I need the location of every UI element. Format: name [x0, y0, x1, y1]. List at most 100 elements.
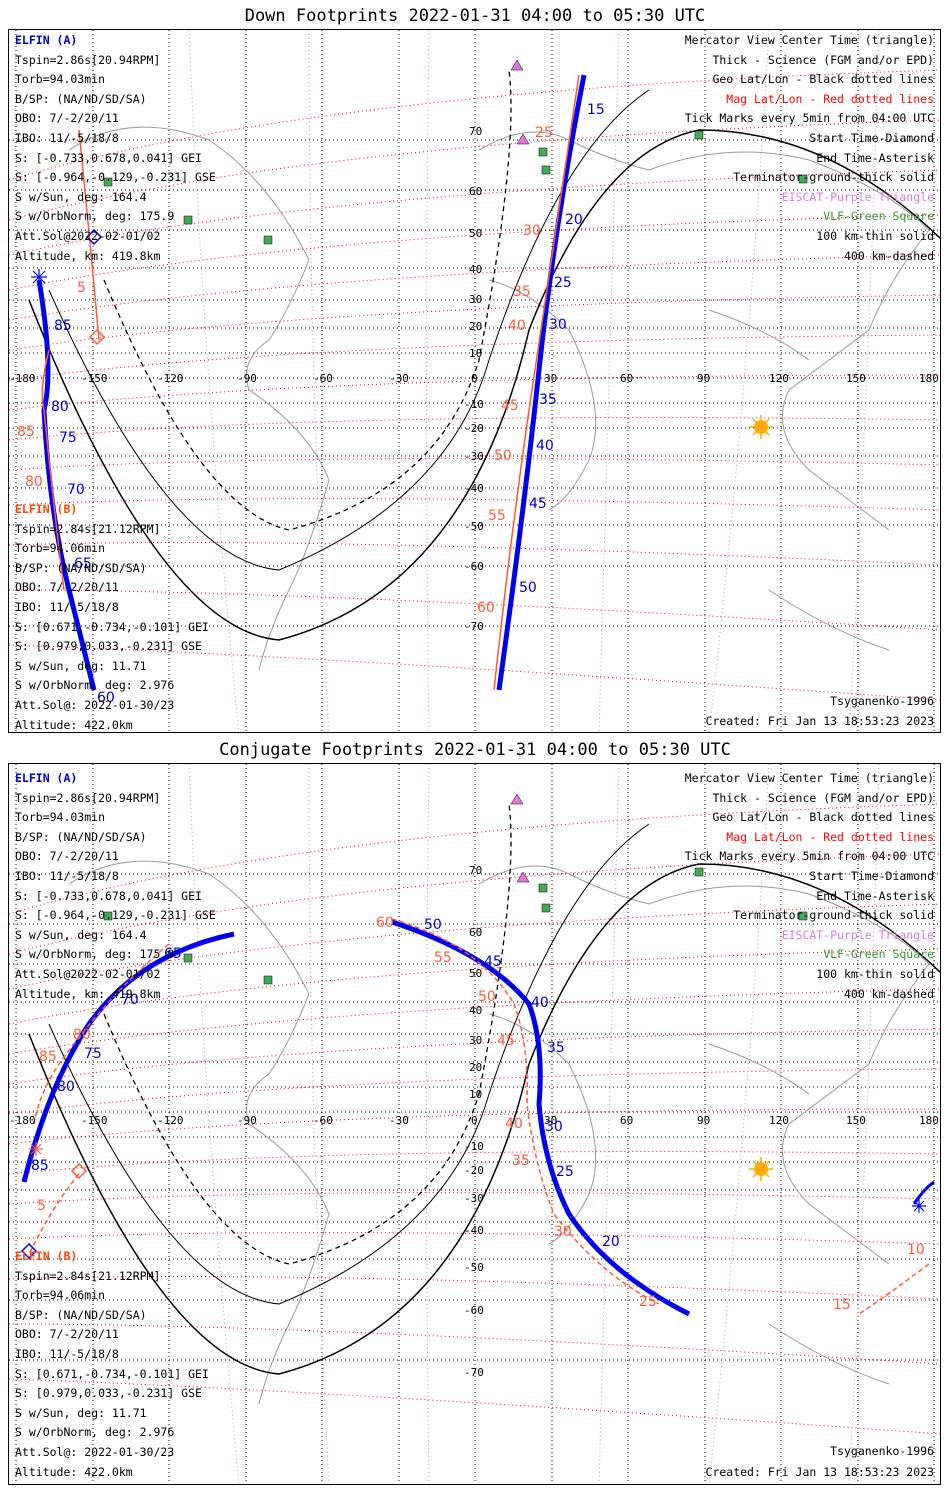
trace-tick: 55	[488, 508, 506, 524]
info-line: Att.Sol@2022-02-01/02	[15, 228, 161, 243]
trace-tick: 25	[556, 1164, 574, 1180]
lat-tick: 60	[469, 185, 482, 198]
info-line: S w/Sun, deg: 11.71	[15, 658, 147, 673]
info-line: Torb=94.06min	[15, 1288, 106, 1303]
legend-item: VLF-Green Square	[823, 209, 934, 224]
lon-tick: -120	[157, 1114, 184, 1127]
info-line: S: [0.671,-0.734,-0.101] GEI	[15, 619, 209, 634]
panel-1-terminator	[28, 129, 940, 641]
trace-tick: 85	[31, 1158, 49, 1174]
lon-tick: -60	[313, 372, 333, 385]
trace-tick: 80	[25, 474, 43, 490]
trace-tick: 35	[513, 284, 531, 300]
panel-1-400km-line	[103, 69, 512, 531]
info-line: Torb=94.03min	[15, 72, 106, 87]
info-line: IBO: 11/-5/18/8	[15, 599, 119, 614]
panel-2-map[interactable]: -180 -150 -120 -90 -60 -30 0 30 60 90 12…	[8, 763, 941, 1485]
lat-tick: 50	[469, 227, 482, 240]
panel-1-end-asterisk	[31, 269, 47, 285]
legend-item: Tick Marks every 5min from 04:00 UTC	[684, 849, 934, 864]
panel-1-blue-ticks: 15 20 25 30 35 40 45 50 60 85 80 75 70 6…	[51, 102, 605, 706]
lat-tick: -50	[464, 520, 484, 533]
panel-1-orange-ticks: 25 30 35 40 45 50 55 60 85 80 5	[17, 125, 553, 616]
lon-tick: -60	[313, 1114, 333, 1127]
trace-tick: 70	[121, 992, 139, 1008]
panel-1-lon-axis: -180 -150 -120 -90 -60 -30 0 30 60 90 12…	[9, 372, 939, 385]
trace-tick: 30	[523, 223, 541, 239]
trace-tick: 20	[602, 1234, 620, 1250]
info-line: S w/OrbNorm, deg: 2.976	[15, 678, 175, 693]
panel-1-coastlines	[68, 126, 930, 671]
panel-2-lat-axis: 70 60 50 40 30 20 10 -10 -20 -30 -40 -50…	[464, 864, 484, 1379]
legend-item: Mag Lat/Lon - Red dotted lines	[726, 91, 934, 106]
panel-1-legend: Mercator View Center Time (triangle) Thi…	[685, 31, 934, 266]
trace-tick: 50	[519, 580, 537, 596]
trace-tick: 75	[59, 430, 77, 446]
info-line: Altitude: 422.0km	[15, 1464, 133, 1479]
lon-tick: -120	[157, 372, 184, 385]
trace-tick: 45	[497, 1033, 515, 1049]
elfin-a-label: ELFIN (A)	[15, 33, 78, 47]
panel-2-coastlines	[68, 860, 930, 1405]
info-line: S: [-0.733,0.678,0.041] GEI	[15, 150, 202, 165]
lat-tick: 70	[469, 864, 482, 877]
panel-2-eiscat-triangle	[516, 871, 530, 883]
info-line: Att.Sol@: 2022-01-30/23	[15, 1444, 175, 1459]
elfin-a-label: ELFIN (A)	[15, 771, 78, 785]
info-line: S: [0.979,0.033,-0.231] GSE	[15, 639, 202, 654]
lat-tick: -10	[464, 398, 484, 411]
panel-2-mag-meridians	[188, 764, 880, 1484]
panel-2-title: Conjugate Footprints 2022-01-31 04:00 to…	[219, 740, 731, 760]
lat-tick: 40	[469, 1004, 482, 1017]
lat-tick: 20	[469, 320, 482, 333]
info-line: S w/OrbNorm, deg: 175.9	[15, 947, 175, 962]
lon-tick: -90	[237, 372, 257, 385]
info-line: Tspin=2.84s[21.12RPM]	[15, 1268, 161, 1283]
panel-1-map[interactable]: -180 -150 -120 -90 -60 -30 0 30 60 90 12…	[8, 29, 941, 733]
panel-1-elfin-a-track-west	[36, 279, 97, 691]
panel-2-vlf-squares	[103, 867, 808, 985]
info-line: S: [0.671,-0.734,-0.101] GEI	[15, 1366, 209, 1381]
panel-2-mag-grid	[9, 803, 940, 1435]
trace-tick: 50	[424, 917, 442, 933]
info-line: IBO: 11/-5/18/8	[15, 868, 119, 883]
panel-1-model: Tsyganenko-1996	[830, 694, 934, 708]
legend-item: Tick Marks every 5min from 04:00 UTC	[684, 111, 934, 126]
lat-tick: -40	[464, 482, 484, 495]
panel-1-created: Created: Fri Jan 13 18:53:23 2023	[705, 714, 934, 728]
lat-tick: 20	[469, 1061, 482, 1074]
panel-2-400km-line	[103, 803, 512, 1265]
lon-tick: -180	[9, 372, 36, 385]
panel-1-vlf-squares	[103, 130, 808, 245]
panel-1-mag-grid	[9, 69, 940, 701]
legend-item: Mag Lat/Lon - Red dotted lines	[726, 829, 934, 844]
panel-2-geo-grid	[9, 764, 940, 1484]
lon-tick: 120	[769, 1114, 789, 1127]
trace-tick: 85	[39, 1049, 57, 1065]
elfin-b-label: ELFIN (B)	[15, 1249, 78, 1263]
legend-item: Geo Lat/Lon - Black dotted lines	[712, 810, 934, 825]
info-line: Torb=94.06min	[15, 541, 106, 556]
panel-2-elfin-a-track-east	[391, 919, 691, 1317]
legend-item: Mercator View Center Time (triangle)	[684, 33, 934, 47]
info-line: IBO: 11/-5/18/8	[15, 1346, 119, 1361]
panel-2-elfin-a-track-far-east	[912, 1180, 935, 1205]
panel-2-elfin-b-info: ELFIN (B) Tspin=2.84s[21.12RPM] Torb=94.…	[15, 1247, 209, 1482]
trace-tick: 20	[565, 212, 583, 228]
panel-1-start-diamond	[85, 228, 103, 246]
lon-tick: 0	[471, 1114, 478, 1127]
info-line: Tspin=2.84s[21.12RPM]	[15, 521, 161, 536]
lat-tick: -10	[464, 1140, 484, 1153]
trace-tick: 50	[478, 989, 496, 1005]
lat-tick: 40	[469, 263, 482, 276]
lat-tick: 10	[469, 347, 482, 360]
lon-tick: -150	[81, 1114, 108, 1127]
panel-2-start-diamond	[20, 1242, 38, 1260]
legend-item: EISCAT-Purple Triangle	[781, 189, 934, 204]
panel-2-sun-icon	[749, 1157, 773, 1181]
trace-tick: 70	[67, 482, 85, 498]
trace-tick: 40	[508, 318, 526, 334]
panel-2-start-diamond-b	[70, 1162, 88, 1180]
info-line: B/SP: (NA/ND/SD/SA)	[15, 1307, 147, 1322]
panel-1-elfin-a-track-east	[496, 74, 587, 691]
